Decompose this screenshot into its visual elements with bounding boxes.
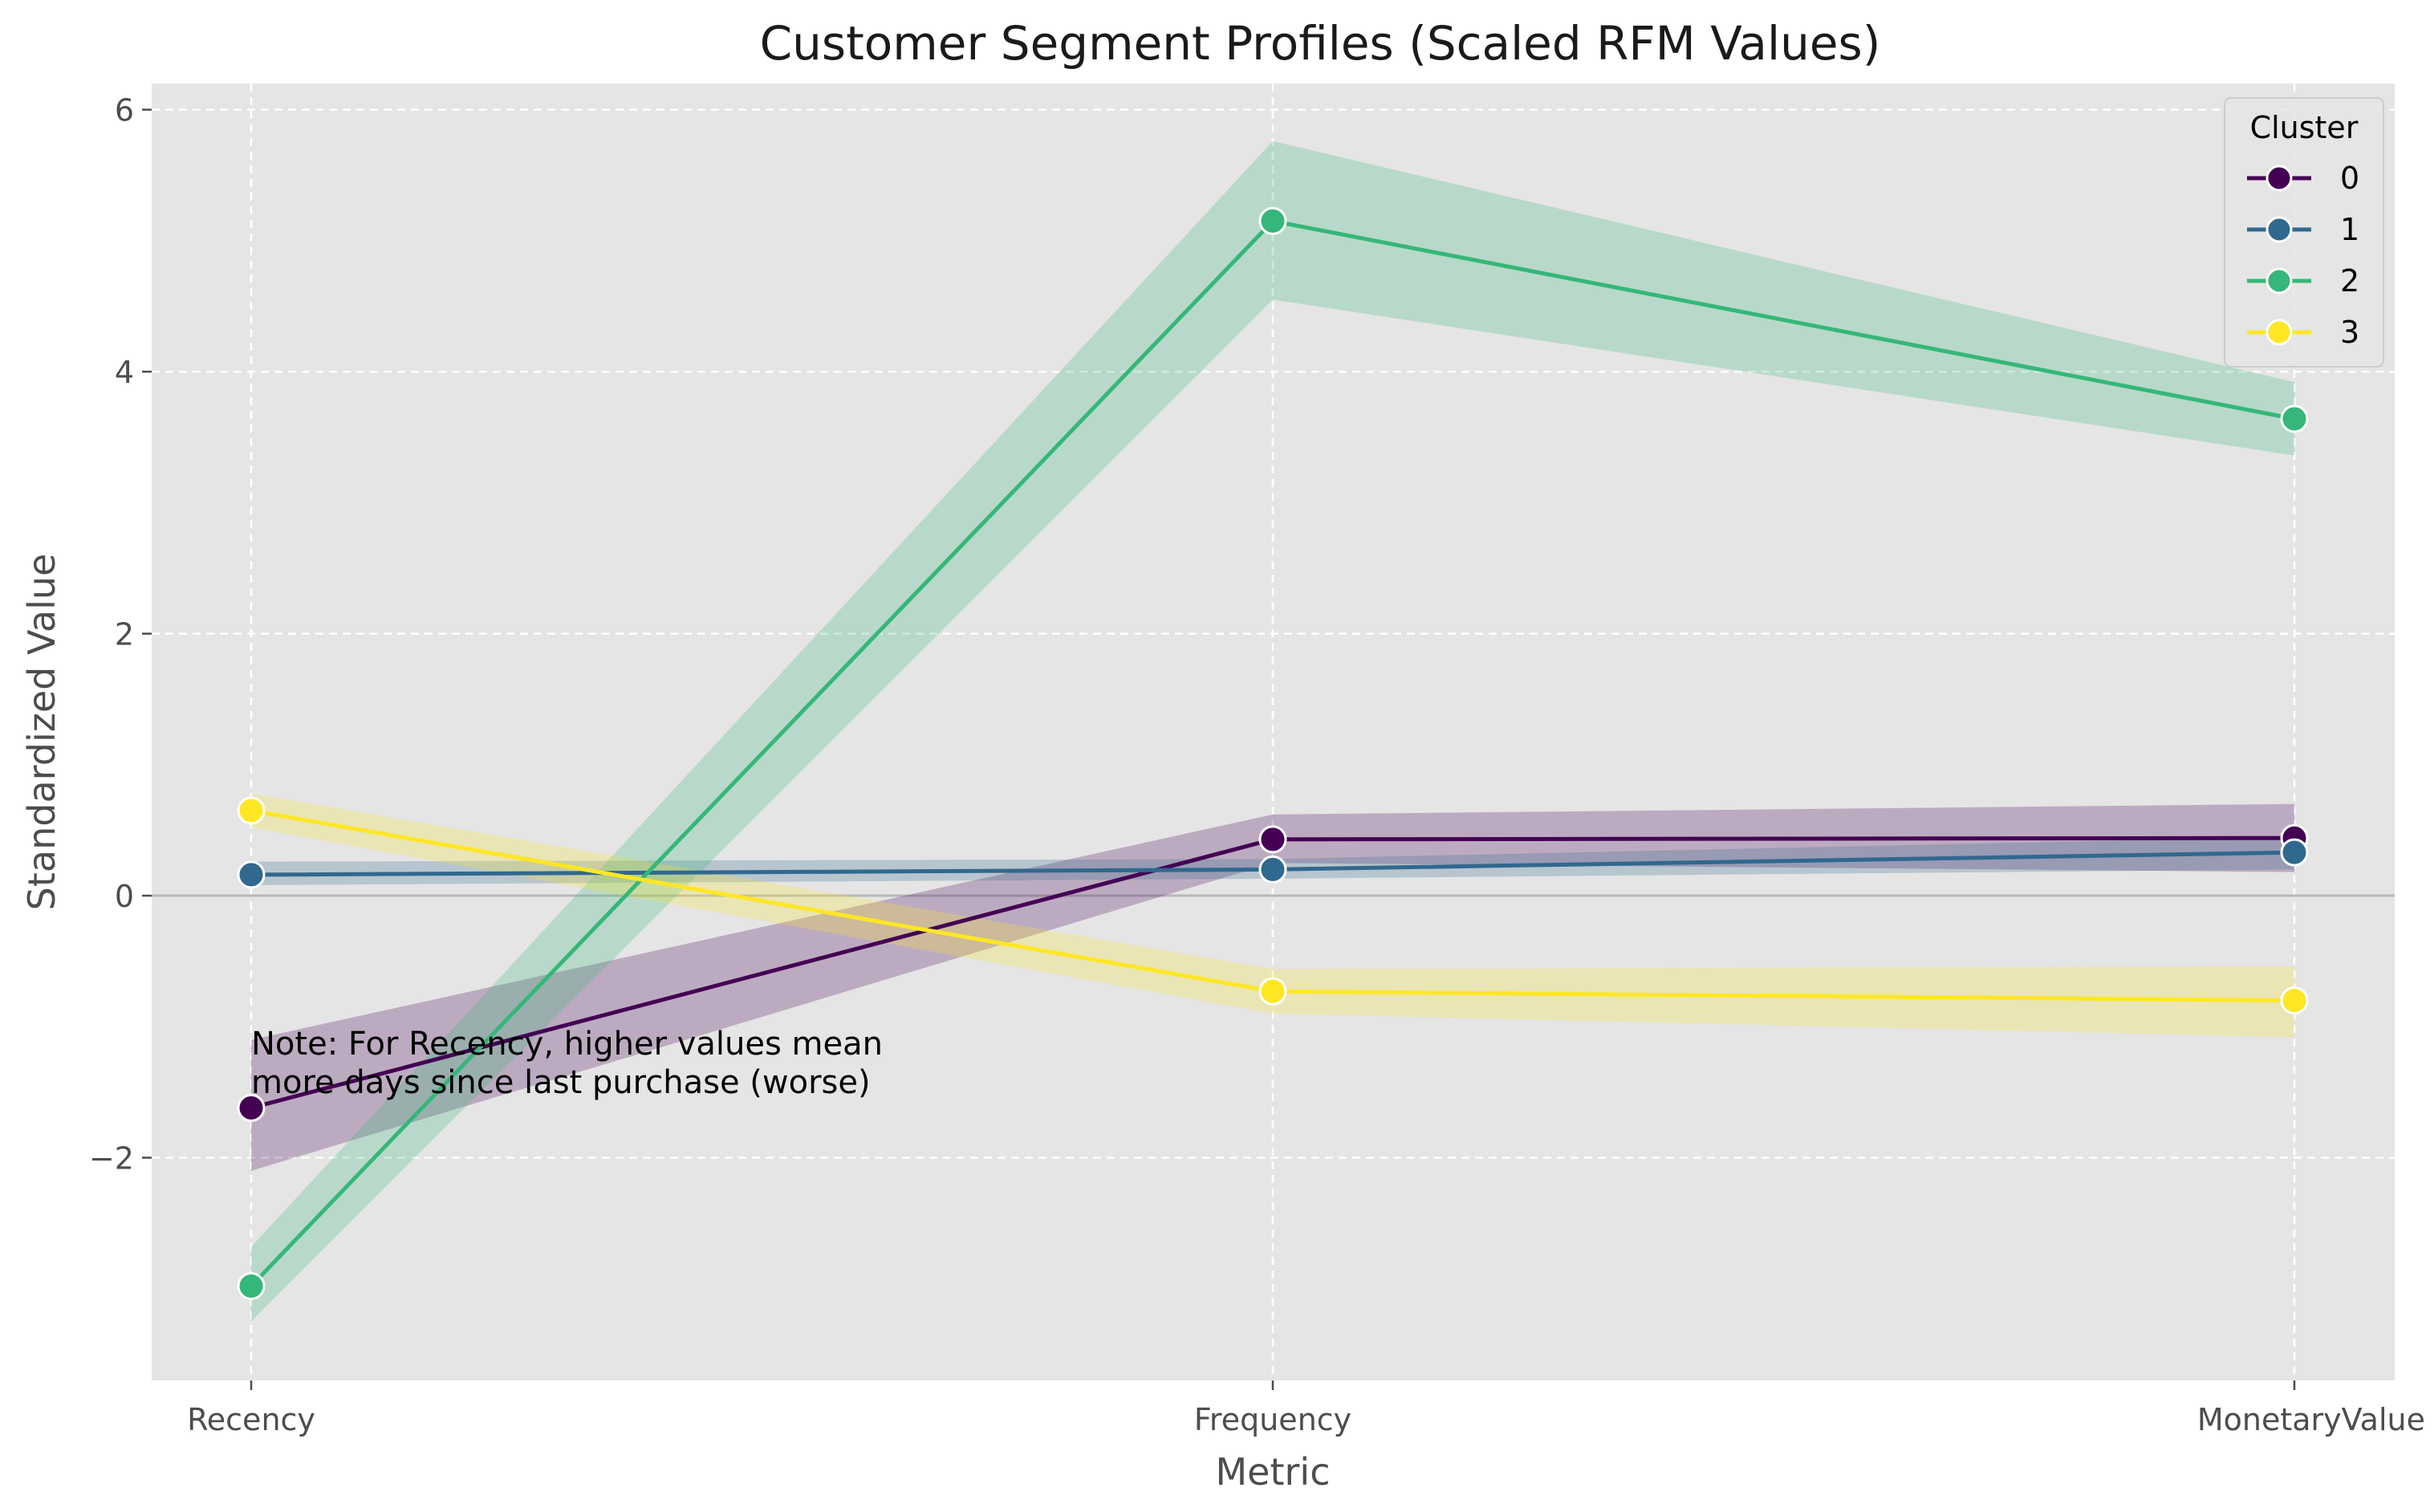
note-line-2: more days since last purchase (worse)	[251, 1064, 871, 1101]
legend-marker-0	[2265, 165, 2293, 192]
legend-marker-2	[2265, 267, 2293, 295]
legend-label-0: 0	[2340, 161, 2359, 196]
point-cluster-3-MonetaryValue	[2280, 986, 2309, 1015]
note-line-1: Note: For Recency, higher values mean	[251, 1026, 883, 1063]
recency-note: Note: For Recency, higher values mean mo…	[251, 1026, 883, 1101]
legend-marker-3	[2265, 319, 2293, 346]
x-axis-label: Metric	[1215, 1450, 1330, 1494]
chart-title: Customer Segment Profiles (Scaled RFM Va…	[760, 16, 1881, 71]
point-cluster-2-MonetaryValue	[2280, 404, 2309, 433]
series-markers	[237, 206, 2309, 1300]
legend-marker-1	[2265, 216, 2293, 243]
grid-lines	[152, 83, 2395, 1380]
point-cluster-3-Recency	[237, 796, 266, 825]
y-tick-label: 4	[115, 355, 134, 390]
x-axis-ticks: Recency Frequency MonetaryValue	[187, 1380, 2425, 1437]
x-tick-label: Recency	[187, 1402, 315, 1437]
legend-label-2: 2	[2340, 263, 2359, 299]
legend: Cluster 0 1 2 3	[2224, 97, 2384, 368]
y-tick-label: 2	[115, 617, 134, 652]
point-cluster-2-Recency	[237, 1271, 266, 1300]
y-tick-label: −2	[89, 1141, 134, 1177]
legend-label-3: 3	[2340, 315, 2359, 350]
point-cluster-1-Frequency	[1258, 855, 1287, 884]
y-axis-label: Standardized Value	[20, 554, 63, 911]
legend-label-1: 1	[2340, 212, 2359, 247]
legend-items: 0 1 2 3	[2247, 161, 2359, 350]
y-axis-ticks: −2 0 2 4 6	[89, 93, 152, 1177]
point-cluster-1-Recency	[237, 860, 266, 889]
x-tick-label: MonetaryValue	[2197, 1402, 2425, 1437]
legend-title: Cluster	[2250, 110, 2359, 145]
point-cluster-2-Frequency	[1258, 206, 1287, 235]
point-cluster-1-MonetaryValue	[2280, 838, 2309, 867]
legend-box	[2224, 97, 2384, 368]
band-cluster-0	[251, 803, 2294, 1171]
point-cluster-0-Recency	[237, 1093, 266, 1122]
x-tick-label: Frequency	[1194, 1402, 1351, 1437]
y-tick-label: 0	[115, 879, 134, 914]
band-cluster-3	[251, 793, 2294, 1038]
point-cluster-3-Frequency	[1258, 977, 1287, 1006]
y-tick-label: 6	[115, 93, 134, 128]
point-cluster-0-Frequency	[1258, 825, 1287, 854]
